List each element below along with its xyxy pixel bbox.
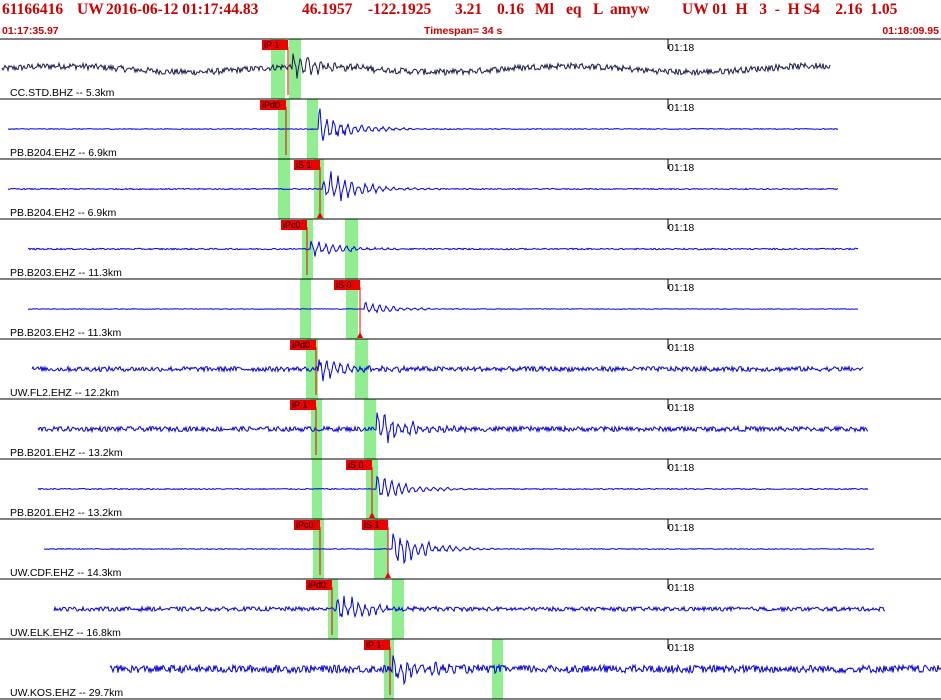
channel-label: UW.CDF.EHZ -- 14.3km bbox=[10, 567, 122, 579]
waveform bbox=[7, 108, 839, 141]
channel-label: PB.B201.EHZ -- 13.2km bbox=[10, 447, 123, 459]
pick-arrow bbox=[357, 332, 363, 338]
pick-flag[interactable] bbox=[281, 220, 307, 230]
trace-row: 01:18 iS 1 PB.B204.EH2 -- 6.9km bbox=[0, 158, 941, 219]
pick-label[interactable]: iPc0 bbox=[283, 220, 301, 230]
minute-tick-label: 01:18 bbox=[668, 462, 694, 474]
pick-label[interactable]: iS 1 bbox=[296, 160, 312, 170]
waveform bbox=[31, 359, 864, 382]
minute-tick-label: 01:18 bbox=[668, 522, 694, 534]
channel-label: UW.FL2.EHZ -- 12.2km bbox=[10, 387, 119, 399]
pick-flag[interactable] bbox=[346, 460, 372, 470]
minute-tick-label: 01:18 bbox=[668, 642, 694, 654]
timespan: Timespan= 34 s bbox=[424, 25, 503, 37]
pick-flag[interactable] bbox=[294, 160, 320, 170]
pick-flag[interactable] bbox=[262, 40, 288, 50]
minute-tick-label: 01:18 bbox=[668, 42, 694, 54]
start-time: 01:17:35.97 bbox=[2, 25, 59, 37]
channel-label: PB.B204.EH2 -- 6.9km bbox=[10, 207, 116, 219]
event-mag: 0.16 bbox=[497, 1, 525, 18]
end-time: 01:18:09.95 bbox=[882, 25, 939, 37]
channel-label: PB.B201.EH2 -- 13.2km bbox=[10, 507, 122, 519]
pick-label[interactable]: iPd0 bbox=[262, 100, 280, 110]
pick-label[interactable]: iPd0 bbox=[292, 340, 310, 350]
minute-tick-label: 01:18 bbox=[668, 162, 694, 174]
pick-flag[interactable] bbox=[362, 520, 388, 530]
pick-label[interactable]: iPc0 bbox=[296, 520, 314, 530]
trace-row: 01:18 iPd0 UW.ELK.EHZ -- 16.8km bbox=[0, 578, 941, 639]
trace-row: 01:18 iS 0 PB.B201.EH2 -- 13.2km bbox=[0, 458, 941, 519]
event-lat: 46.1957 bbox=[302, 1, 353, 18]
pick-label[interactable]: iS 0 bbox=[348, 460, 364, 470]
minute-tick-label: 01:18 bbox=[668, 342, 694, 354]
pick-label[interactable]: iS 0 bbox=[336, 280, 352, 290]
waveform bbox=[53, 595, 886, 619]
event-analyst: amyw bbox=[610, 1, 650, 18]
pick-arrow bbox=[385, 572, 391, 578]
minute-tick-label: 01:18 bbox=[668, 582, 694, 594]
event-mag-type: Ml bbox=[535, 1, 554, 18]
waveform bbox=[37, 412, 869, 444]
pick-label[interactable]: iP 1 bbox=[292, 400, 307, 410]
event-etype: eq bbox=[566, 1, 582, 18]
trace-row: 01:18 iS 0 PB.B203.EH2 -- 11.3km bbox=[0, 278, 941, 339]
waveform bbox=[1, 53, 831, 79]
waveform bbox=[37, 475, 869, 497]
waveform bbox=[109, 655, 941, 686]
event-id: 61166416 bbox=[2, 1, 64, 18]
waveform bbox=[43, 533, 875, 565]
pick-arrow bbox=[317, 212, 323, 218]
trace-row: 01:18 iPc0 PB.B203.EHZ -- 11.3km bbox=[0, 218, 941, 279]
minute-tick-label: 01:18 bbox=[668, 222, 694, 234]
event-datetime: 2016-06-12 01:17:44.83 bbox=[106, 1, 259, 18]
trace-row: 01:18 iPc0 iS 1 UW.CDF.EHZ -- 14.3km bbox=[0, 518, 941, 579]
trace-row: 01:18 iPd0 PB.B204.EHZ -- 6.9km bbox=[0, 98, 941, 159]
pick-flag[interactable] bbox=[290, 340, 316, 350]
waveform bbox=[27, 301, 859, 314]
trace-row: 01:18 iP 1 PB.B201.EHZ -- 13.2km bbox=[0, 398, 941, 459]
event-header: 61166416 UW 2016-06-12 01:17:44.83 46.19… bbox=[0, 0, 941, 37]
pick-flag[interactable] bbox=[260, 100, 286, 110]
channel-label: UW.ELK.EHZ -- 16.8km bbox=[10, 627, 121, 639]
event-gtype: L bbox=[593, 1, 604, 18]
event-lon: -122.1925 bbox=[368, 1, 432, 18]
pick-label[interactable]: iP 1 bbox=[366, 640, 381, 650]
pick-flag[interactable] bbox=[294, 520, 320, 530]
pick-flag[interactable] bbox=[364, 640, 390, 650]
channel-label: PB.B203.EHZ -- 11.3km bbox=[10, 267, 122, 279]
event-network: UW bbox=[77, 1, 104, 18]
event-status: UW 01 H 3 - H S4 2.16 1.05 bbox=[682, 1, 898, 18]
pick-window bbox=[271, 39, 285, 99]
waveform bbox=[28, 241, 859, 257]
pick-window bbox=[492, 639, 503, 699]
channel-label: PB.B204.EHZ -- 6.9km bbox=[10, 147, 117, 159]
pick-flag[interactable] bbox=[290, 400, 316, 410]
pick-arrow bbox=[369, 512, 375, 518]
pick-window bbox=[289, 39, 301, 99]
trace-row: 01:18 iPd0 UW.FL2.EHZ -- 12.2km bbox=[0, 338, 941, 399]
pick-flag[interactable] bbox=[334, 280, 360, 290]
event-depth: 3.21 bbox=[455, 1, 483, 18]
minute-tick-label: 01:18 bbox=[668, 402, 694, 414]
trace-row: 01:18 iP 1 CC.STD.BHZ -- 5.3km bbox=[0, 38, 941, 99]
pick-label[interactable]: iS 1 bbox=[364, 520, 380, 530]
minute-tick-label: 01:18 bbox=[668, 102, 694, 114]
minute-tick-label: 01:18 bbox=[668, 282, 694, 294]
pick-label[interactable]: iP 1 bbox=[264, 40, 279, 50]
channel-label: UW.KOS.EHZ -- 29.7km bbox=[10, 687, 123, 699]
channel-label: PB.B203.EH2 -- 11.3km bbox=[10, 327, 122, 339]
waveform bbox=[7, 171, 839, 202]
channel-label: CC.STD.BHZ -- 5.3km bbox=[10, 87, 115, 99]
trace-row: 01:18 iP 1 UW.KOS.EHZ -- 29.7km bbox=[0, 638, 941, 699]
pick-label[interactable]: iPd0 bbox=[308, 580, 326, 590]
pick-flag[interactable] bbox=[306, 580, 332, 590]
